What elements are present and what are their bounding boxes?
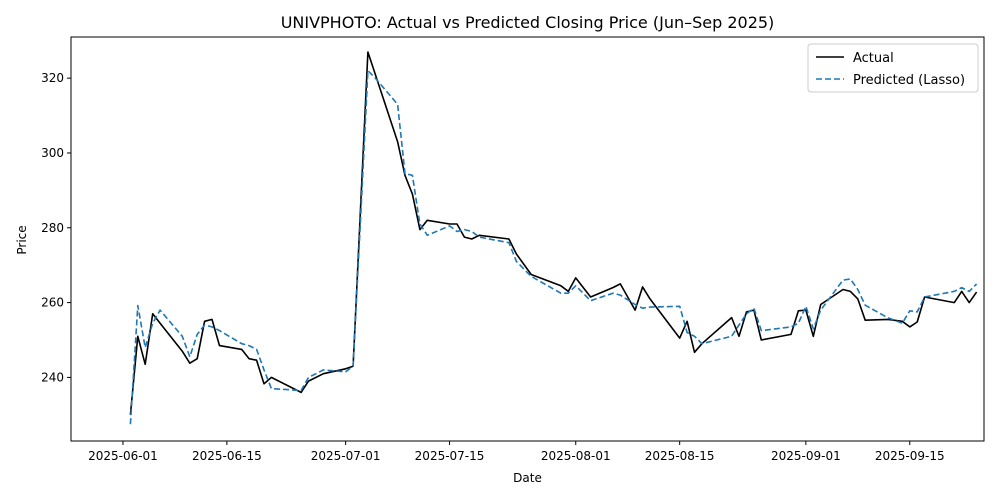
- y-axis-title: Price: [15, 225, 29, 254]
- series-line-actual: [130, 52, 976, 415]
- x-tick-label: 2025-06-01: [88, 449, 158, 463]
- x-tick-label: 2025-06-15: [192, 449, 262, 463]
- y-tick-label: 260: [41, 296, 64, 310]
- x-axis-title: Date: [513, 471, 542, 485]
- x-axis: 2025-06-01 2025-06-15 2025-07-01 2025-07-15…: [88, 441, 945, 463]
- series-layer: [130, 52, 976, 424]
- x-tick-label: 2025-09-01: [771, 449, 841, 463]
- legend: Actual Predicted (Lasso): [808, 44, 978, 92]
- y-tick-label: 240: [41, 370, 64, 384]
- y-axis: 240 260 280 300 320: [41, 71, 71, 384]
- x-tick-label: 2025-08-01: [541, 449, 611, 463]
- y-tick-label: 320: [41, 71, 64, 85]
- x-tick-label: 2025-08-15: [645, 449, 715, 463]
- plot-frame: [71, 37, 984, 441]
- series-line-predicted: [130, 71, 976, 425]
- legend-label: Actual: [853, 51, 894, 66]
- legend-label: Predicted (Lasso): [853, 73, 965, 88]
- plot-area: [71, 37, 984, 441]
- x-tick-label: 2025-07-15: [415, 449, 485, 463]
- x-tick-label: 2025-09-15: [875, 449, 945, 463]
- chart-title: UNIVPHOTO: Actual vs Predicted Closing P…: [281, 13, 775, 32]
- y-tick-label: 280: [41, 221, 64, 235]
- x-tick-label: 2025-07-01: [311, 449, 381, 463]
- y-tick-label: 300: [41, 146, 64, 160]
